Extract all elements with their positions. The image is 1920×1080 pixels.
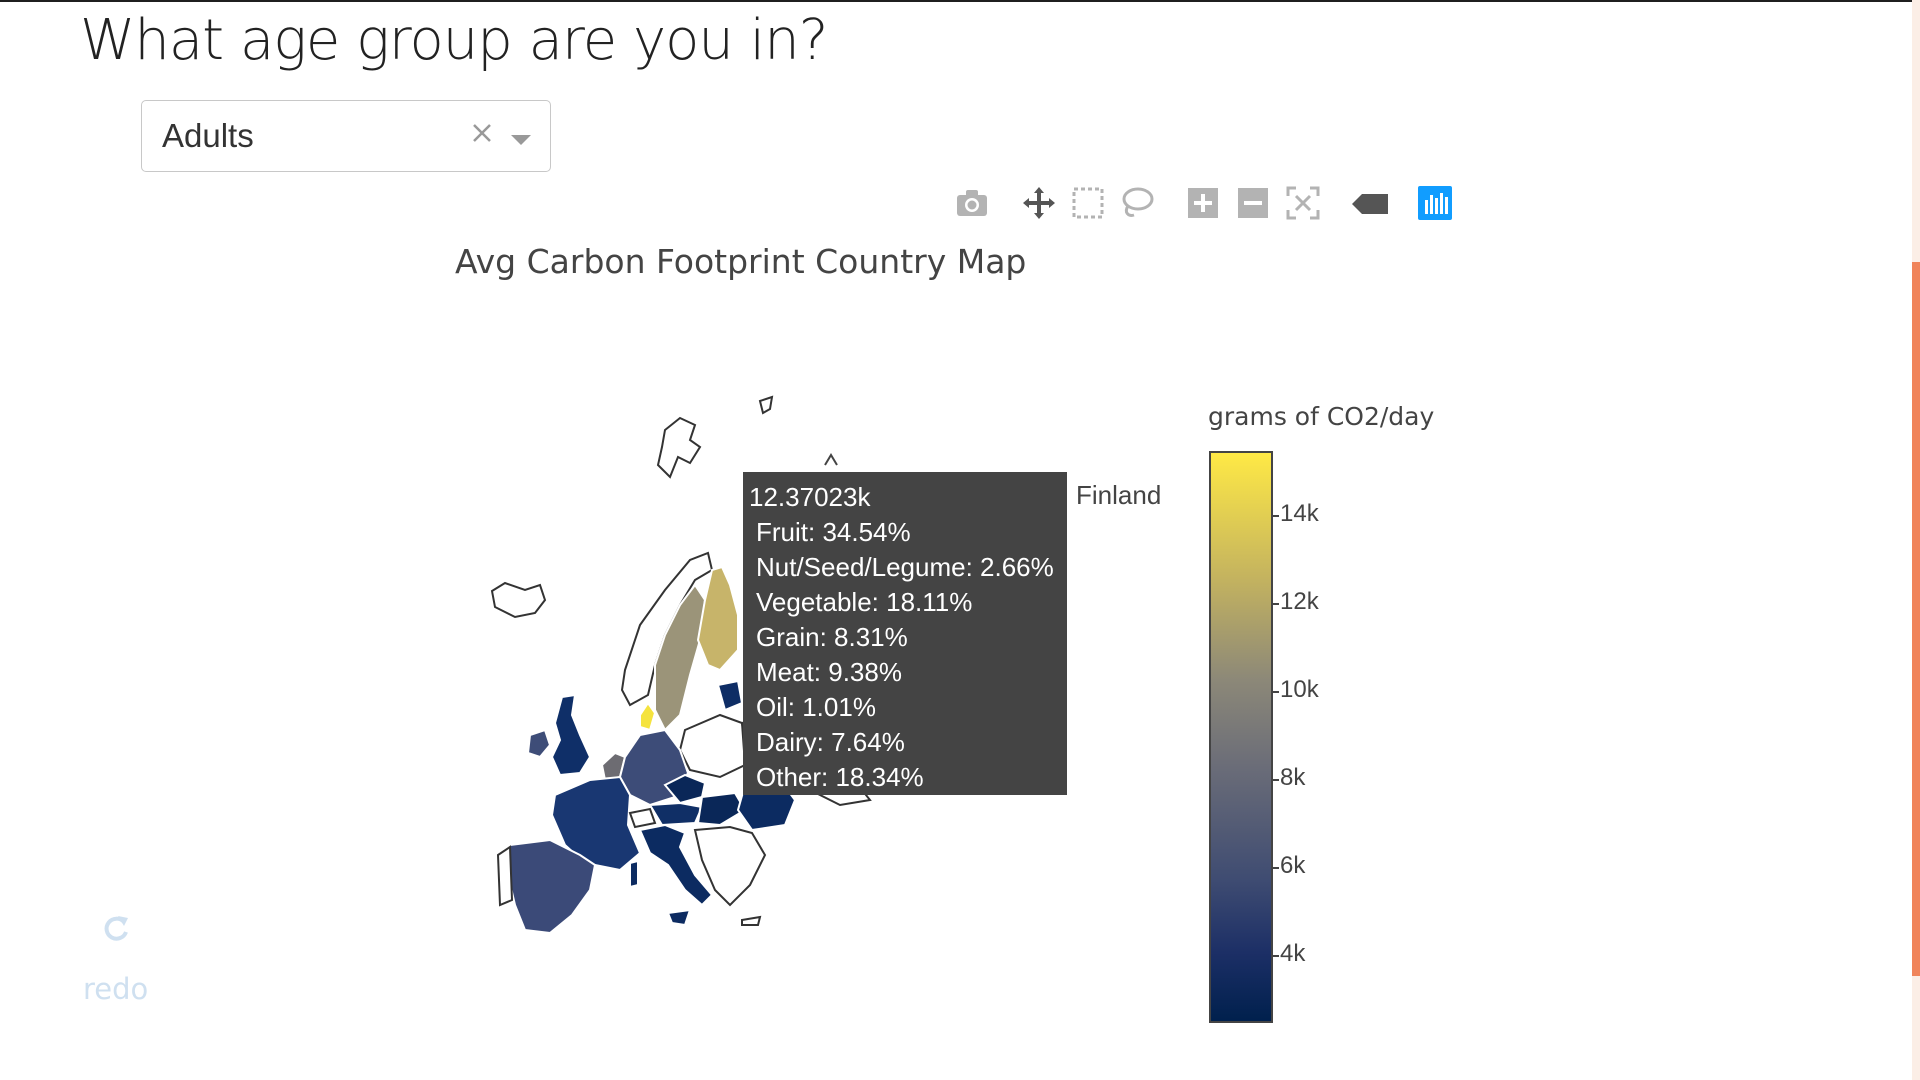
colorbar-tickmark <box>1273 515 1279 517</box>
map-baltics[interactable] <box>716 679 744 712</box>
map-balkans[interactable] <box>693 825 767 907</box>
colorbar-tick-6k: 6k <box>1280 852 1306 879</box>
map-denmark[interactable] <box>639 701 657 732</box>
map-franz-josef <box>758 395 774 415</box>
top-border <box>0 0 1920 2</box>
age-group-selected-value: Adults <box>162 117 254 154</box>
map-italy[interactable] <box>638 823 714 907</box>
map-sicily[interactable] <box>666 908 692 927</box>
map-iceland <box>490 581 547 619</box>
page-title: What age group are you in? <box>80 8 828 73</box>
map-switzerland[interactable] <box>628 807 657 829</box>
map-poland[interactable] <box>678 713 747 779</box>
chevron-down-icon[interactable] <box>510 134 532 146</box>
redo-icon[interactable] <box>100 912 132 944</box>
pan-icon[interactable] <box>1022 186 1056 220</box>
zoom-in-icon[interactable] <box>1188 188 1218 218</box>
map-svalbard <box>656 416 702 479</box>
colorbar-tick-10k: 10k <box>1280 676 1319 703</box>
hover-line-grain: Grain: 8.31% <box>756 622 908 652</box>
hover-value: 12.37023k <box>749 482 871 512</box>
hover-line-meat: Meat: 9.38% <box>756 657 902 687</box>
scrollbar-thumb[interactable] <box>1912 262 1920 976</box>
box-select-icon[interactable] <box>1072 187 1104 219</box>
map-portugal[interactable] <box>496 845 514 907</box>
redo-button[interactable]: redo <box>83 972 149 1006</box>
plotly-logo-icon[interactable] <box>1418 186 1452 220</box>
map-czechia[interactable] <box>663 773 707 805</box>
hover-line-dairy: Dairy: 7.64% <box>756 727 905 757</box>
colorbar-tick-14k: 14k <box>1280 500 1319 527</box>
map-greece-islands <box>741 915 762 926</box>
map-austria[interactable] <box>648 801 704 827</box>
reset-icon[interactable] <box>1286 186 1320 220</box>
colorbar-tick-8k: 8k <box>1280 764 1306 791</box>
hover-line-vegetable: Vegetable: 18.11% <box>756 587 973 617</box>
colorbar-tickmark <box>1273 867 1279 869</box>
europe-choropleth-map[interactable] <box>480 385 940 945</box>
map-uk[interactable] <box>550 693 592 777</box>
map-hungary[interactable] <box>696 791 747 827</box>
colorbar-title: grams of CO2/day <box>1208 402 1435 431</box>
colorbar <box>1209 451 1273 1023</box>
hover-pointer <box>824 453 838 466</box>
hover-line-nut-seed-legume: Nut/Seed/Legume: 2.66% <box>756 552 1054 582</box>
hover-country-label: Finland <box>1076 480 1162 510</box>
map-title: Avg Carbon Footprint Country Map <box>455 242 1027 281</box>
colorbar-tickmark <box>1273 779 1279 781</box>
clear-icon[interactable] <box>470 121 494 145</box>
hover-line-fruit: Fruit: 34.54% <box>756 517 911 547</box>
hover-line-other: Other: 18.34% <box>756 762 924 792</box>
colorbar-tick-12k: 12k <box>1280 588 1319 615</box>
camera-icon[interactable] <box>955 188 989 218</box>
map-france[interactable] <box>550 775 642 872</box>
map-hover-tooltip: 12.37023k Fruit: 34.54% Nut/Seed/Legume:… <box>743 472 1067 795</box>
hover-closest-icon[interactable] <box>1352 194 1388 214</box>
map-finland[interactable] <box>696 565 739 672</box>
map-sardinia[interactable] <box>629 859 639 889</box>
map-ireland[interactable] <box>526 728 552 759</box>
colorbar-tickmark <box>1273 603 1279 605</box>
lasso-icon[interactable] <box>1120 186 1154 220</box>
age-group-dropdown[interactable]: Adults <box>141 100 551 172</box>
colorbar-tickmark <box>1273 691 1279 693</box>
hover-line-oil: Oil: 1.01% <box>756 692 876 722</box>
colorbar-tick-4k: 4k <box>1280 940 1306 967</box>
zoom-out-icon[interactable] <box>1238 188 1268 218</box>
colorbar-tickmark <box>1273 955 1279 957</box>
